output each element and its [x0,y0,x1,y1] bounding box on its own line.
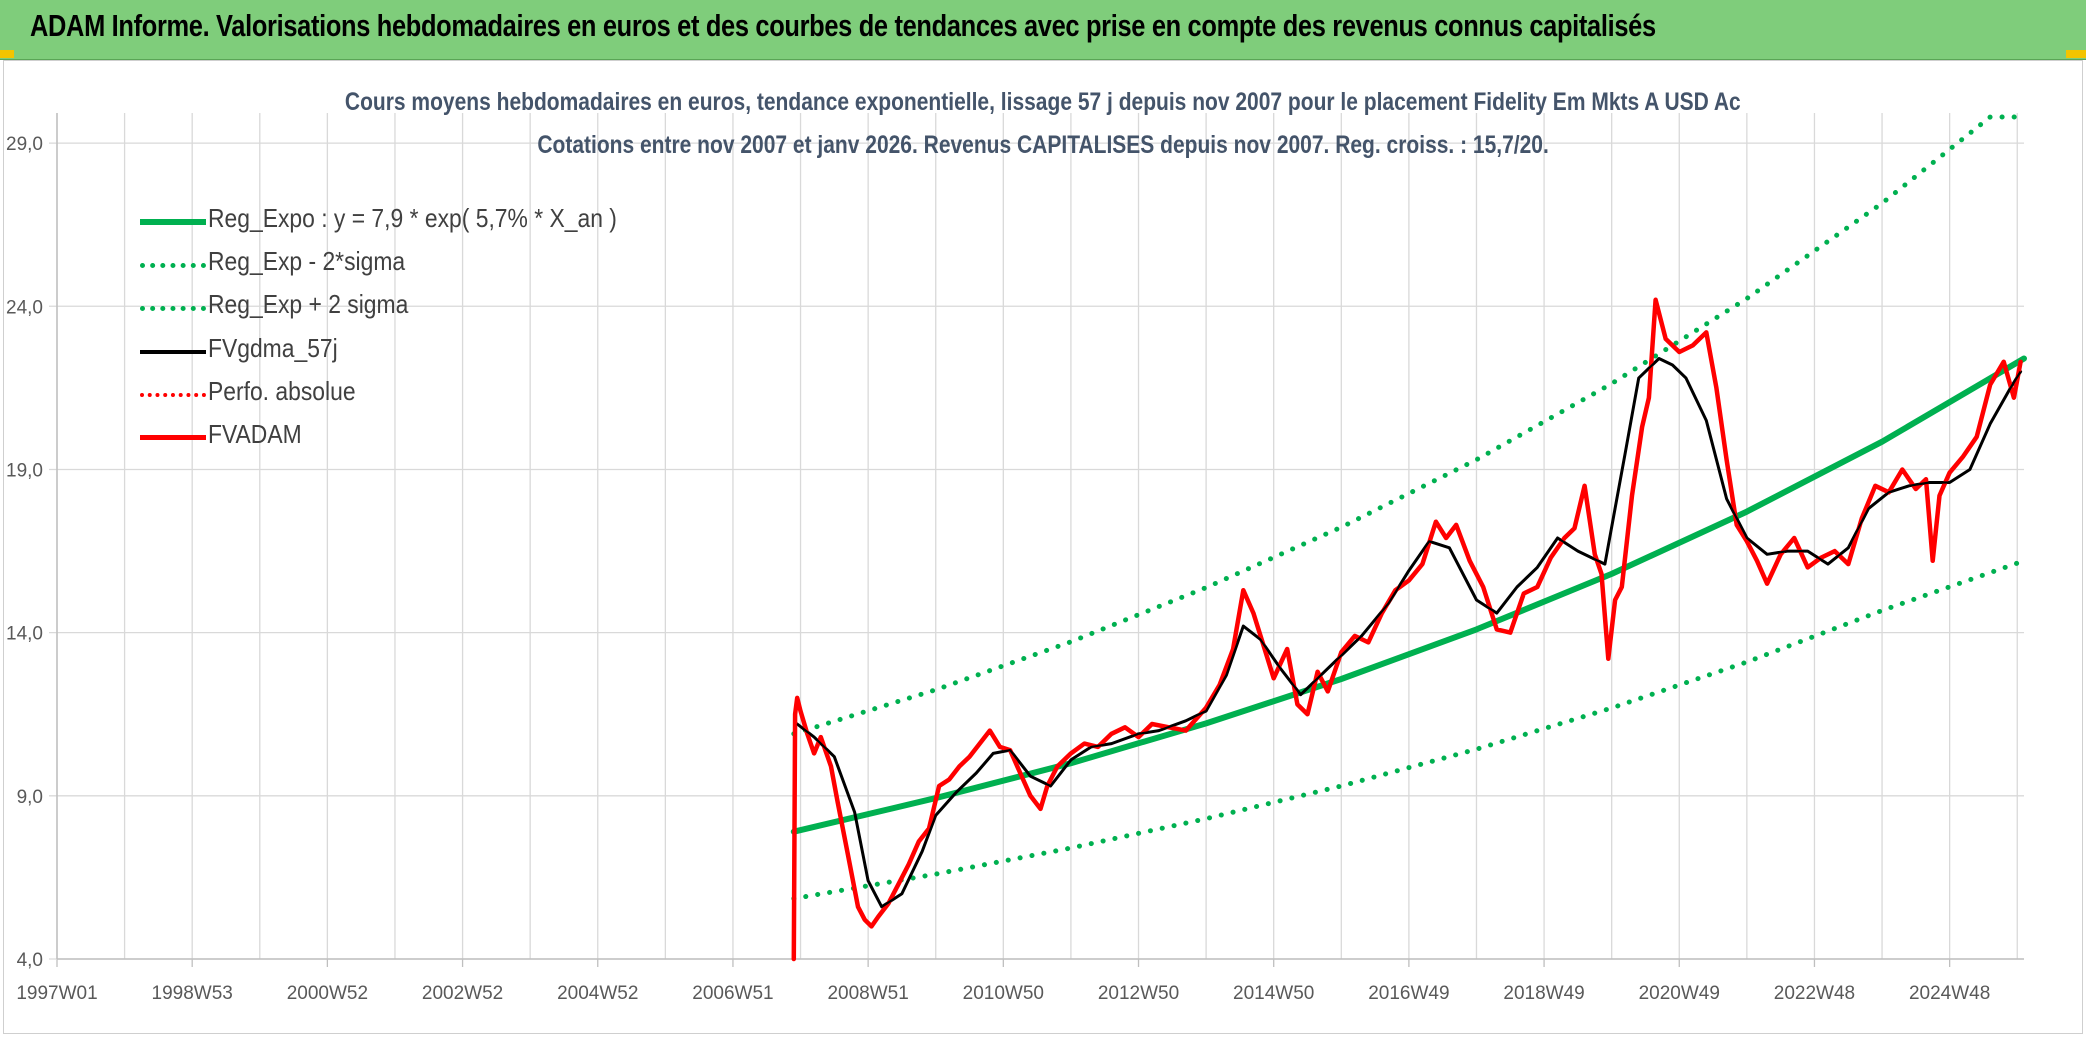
legend-swatch-green-dotted [140,306,206,312]
chart-subtitle: Cotations entre nov 2007 et janv 2026. R… [537,131,1549,159]
x-tick-label: 1998W53 [152,983,233,1004]
x-tick-label: 2020W49 [1639,983,1720,1004]
legend-swatch-green-dotted [140,263,206,269]
y-tick-label: 19,0 [6,460,43,481]
legend-swatch-green-solid [140,219,206,225]
x-tick-label: 2018W49 [1503,983,1584,1004]
y-tick-label: 9,0 [17,787,43,808]
legend-label: FVADAM [208,418,302,449]
legend-label: Perfo. absolue [208,375,356,406]
x-tick-label: 2008W51 [827,983,908,1004]
x-tick-label: 2022W48 [1774,983,1855,1004]
report-banner: ADAM Informe. Valorisations hebdomadaire… [0,0,2086,60]
x-tick-label: 2000W52 [287,983,368,1004]
x-tick-label: 2006W51 [692,983,773,1004]
banner-accent-right [2066,50,2086,58]
series-line-1 [790,355,2027,835]
x-tick-label: 2014W50 [1233,983,1314,1004]
legend-label: Reg_Expo : y = 7,9 * exp( 5,7% * X_an ) [208,203,617,233]
x-tick-label: 2004W52 [557,983,638,1004]
y-tick-label: 14,0 [6,624,43,645]
chart-title: Cours moyens hebdomadaires en euros, ten… [345,88,1741,116]
y-tick-label: 24,0 [6,297,43,318]
x-tick-label: 2002W52 [422,983,503,1004]
report-title: ADAM Informe. Valorisations hebdomadaire… [30,8,1656,43]
series-line-3 [791,114,2027,737]
legend-swatch-red-dotted [140,392,206,397]
legend-swatch-red-solid [140,434,206,440]
series-line-2 [791,558,2027,902]
y-tick-label: 4,0 [17,950,43,971]
x-tick-label: 2010W50 [963,983,1044,1004]
series-line-fvgdma-overlay [796,357,2022,908]
banner-accent-left [0,50,14,58]
x-tick-label: 2012W50 [1098,983,1179,1004]
x-tick-label: 2016W49 [1368,983,1449,1004]
legend-label: Reg_Exp - 2*sigma [208,246,406,277]
x-tick-label: 1997W01 [16,983,97,1004]
y-tick-label: 29,0 [6,134,43,155]
legend-swatch-black-solid [140,349,206,354]
legend-label: Reg_Exp + 2 sigma [208,289,409,320]
legend-label: FVgdma_57j [208,332,338,363]
x-tick-label: 2024W48 [1909,983,1990,1004]
chart-area-border [3,60,2083,1034]
